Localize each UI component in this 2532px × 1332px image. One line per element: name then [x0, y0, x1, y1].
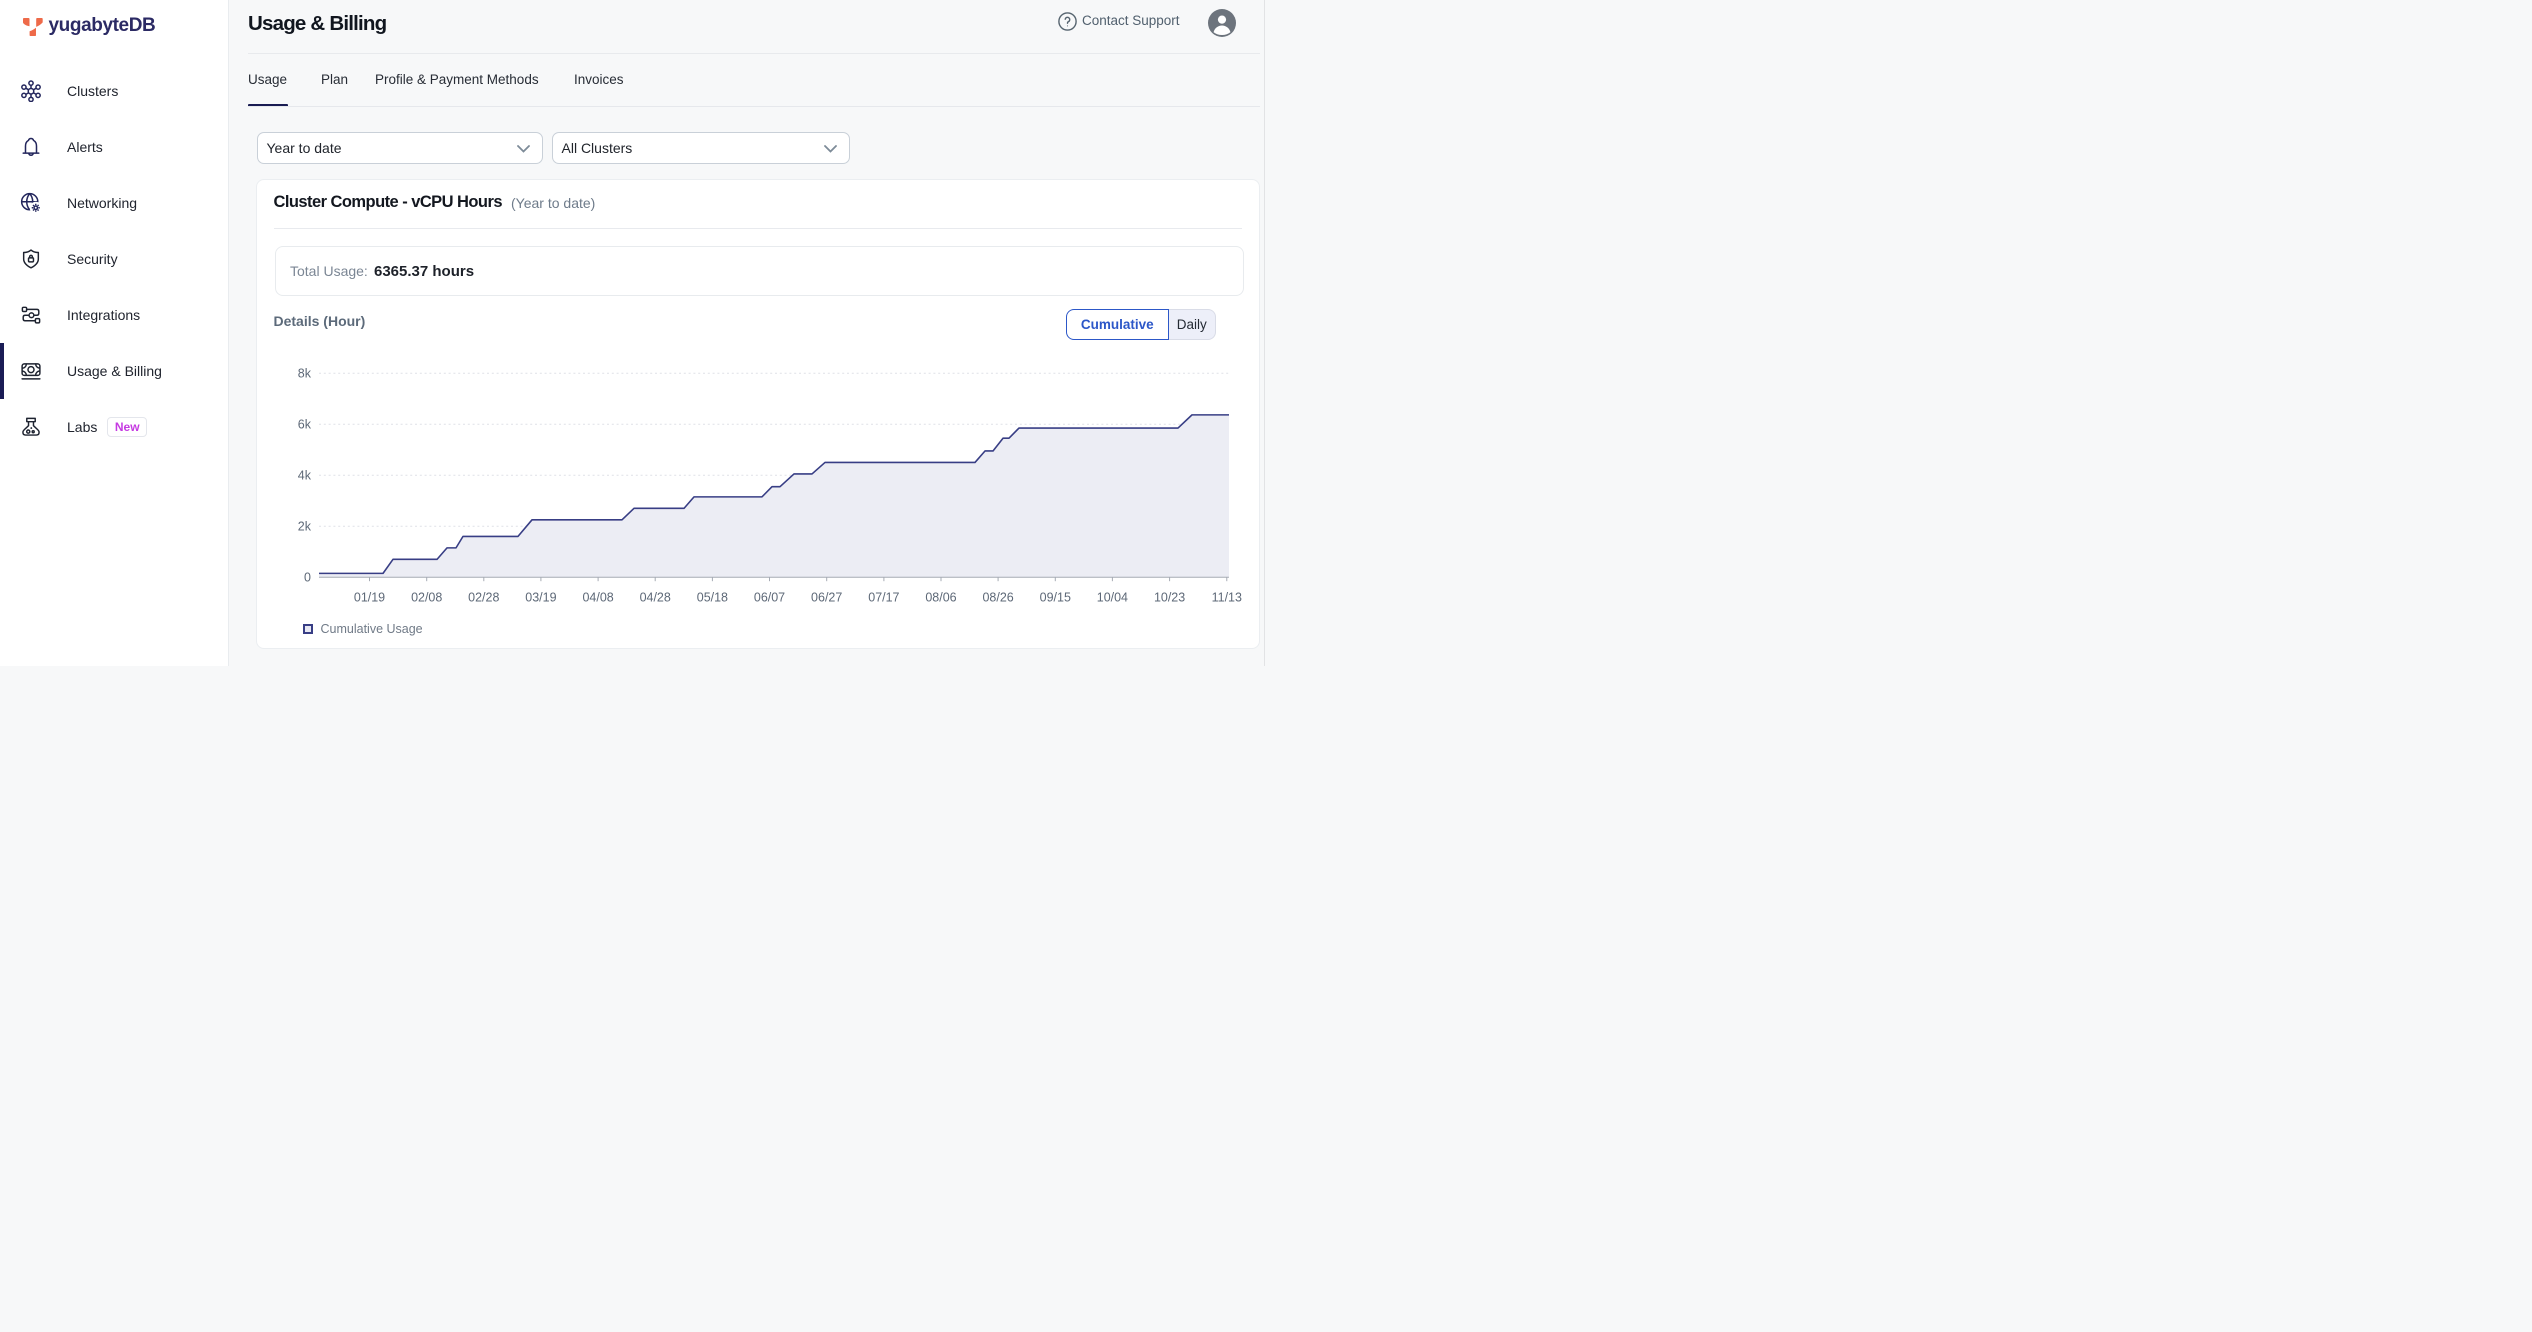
svg-text:07/17: 07/17 — [868, 591, 899, 605]
svg-text:10/23: 10/23 — [1154, 591, 1185, 605]
svg-text:0: 0 — [304, 571, 311, 585]
svg-text:8k: 8k — [298, 367, 312, 381]
svg-text:06/07: 06/07 — [754, 591, 785, 605]
svg-text:04/28: 04/28 — [640, 591, 671, 605]
svg-text:4k: 4k — [298, 469, 312, 483]
svg-text:06/27: 06/27 — [811, 591, 842, 605]
svg-text:2k: 2k — [298, 520, 312, 534]
svg-text:6k: 6k — [298, 418, 312, 432]
svg-text:01/19: 01/19 — [354, 591, 385, 605]
svg-text:02/28: 02/28 — [468, 591, 499, 605]
svg-text:03/19: 03/19 — [525, 591, 556, 605]
svg-text:09/15: 09/15 — [1040, 591, 1071, 605]
svg-text:11/13: 11/13 — [1212, 591, 1242, 605]
svg-text:08/26: 08/26 — [982, 591, 1013, 605]
svg-text:04/08: 04/08 — [582, 591, 613, 605]
svg-text:08/06: 08/06 — [925, 591, 956, 605]
svg-text:02/08: 02/08 — [411, 591, 442, 605]
svg-text:05/18: 05/18 — [697, 591, 728, 605]
svg-text:10/04: 10/04 — [1097, 591, 1128, 605]
